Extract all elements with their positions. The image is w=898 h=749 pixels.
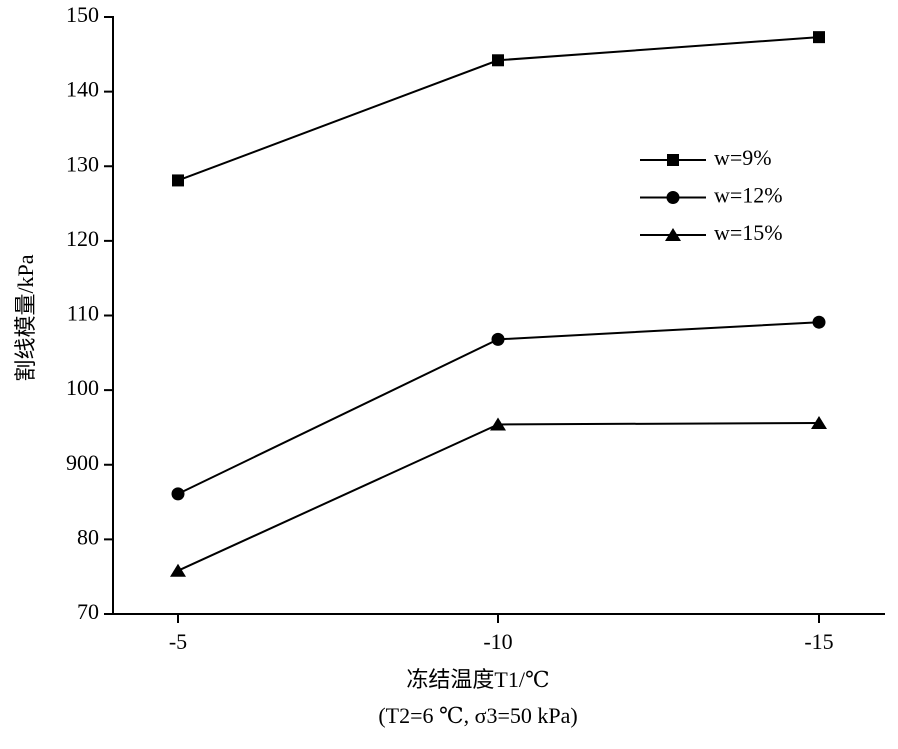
series-line	[177, 321, 820, 495]
y-tick-label: 120	[66, 226, 99, 251]
marker-triangle	[811, 415, 827, 429]
legend-label: w=12%	[714, 183, 783, 208]
y-tick-label: 140	[66, 77, 99, 102]
x-tick-label: -15	[804, 629, 833, 654]
series-line	[177, 421, 820, 572]
x-axis-label: 冻结温度T1/℃	[406, 667, 549, 692]
y-tick-label: 100	[66, 375, 99, 400]
marker-triangle	[665, 228, 681, 241]
x-tick-label: -10	[483, 629, 512, 654]
y-tick-label: 70	[77, 599, 99, 624]
y-axis-label: 割线模量/kPa	[13, 254, 38, 381]
marker-square	[172, 174, 184, 187]
marker-square	[813, 31, 825, 44]
legend-label: w=9%	[714, 145, 772, 170]
y-tick-label: 150	[66, 2, 99, 27]
marker-circle	[491, 332, 505, 346]
y-tick-label: 80	[77, 524, 99, 549]
x-tick-label: -5	[169, 629, 187, 654]
marker-circle	[812, 315, 826, 329]
y-tick-label: 110	[67, 301, 99, 326]
marker-square	[667, 154, 679, 166]
marker-circle	[171, 487, 185, 501]
subtitle: (T2=6 ℃, σ3=50 kPa)	[378, 703, 577, 728]
marker-triangle	[490, 417, 506, 431]
y-tick-label: 900	[66, 450, 99, 475]
legend-label: w=15%	[714, 220, 783, 245]
y-tick-label: 130	[66, 151, 99, 176]
marker-triangle	[170, 563, 186, 577]
marker-square	[492, 54, 504, 67]
marker-circle	[666, 191, 680, 204]
